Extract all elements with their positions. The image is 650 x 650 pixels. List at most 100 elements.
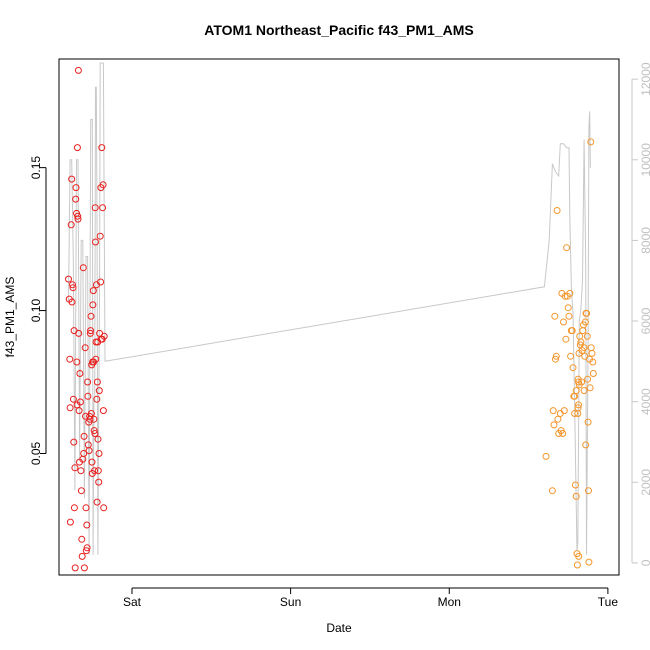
data-point bbox=[74, 66, 82, 74]
x-tick-label: Tue bbox=[598, 595, 619, 609]
data-point bbox=[95, 450, 103, 457]
data-point bbox=[572, 387, 580, 395]
data-point bbox=[91, 467, 98, 475]
data-point bbox=[67, 221, 75, 229]
data-point bbox=[69, 395, 77, 403]
data-point bbox=[563, 244, 571, 252]
data-point bbox=[575, 381, 583, 389]
data-point bbox=[89, 287, 97, 295]
data-point bbox=[95, 387, 103, 395]
data-point bbox=[554, 415, 562, 423]
data-point bbox=[93, 378, 101, 386]
data-point bbox=[66, 404, 74, 412]
data-point bbox=[81, 344, 89, 352]
data-point bbox=[100, 504, 108, 512]
data-point bbox=[571, 410, 579, 417]
data-point bbox=[83, 521, 91, 529]
data-point bbox=[69, 284, 77, 292]
data-point bbox=[89, 301, 97, 309]
data-point bbox=[575, 378, 582, 386]
data-point bbox=[568, 327, 576, 335]
data-point bbox=[87, 327, 95, 335]
data-point bbox=[73, 358, 81, 366]
data-point bbox=[584, 375, 592, 383]
data-point bbox=[74, 212, 82, 220]
data-point bbox=[572, 492, 580, 500]
data-point bbox=[83, 544, 91, 552]
y-axis: 0.05 0.10 0.15 bbox=[29, 156, 47, 465]
data-point bbox=[575, 401, 582, 409]
data-point bbox=[551, 312, 559, 320]
data-point bbox=[564, 304, 572, 312]
data-point bbox=[585, 558, 593, 566]
data-point bbox=[84, 392, 92, 400]
data-point bbox=[552, 355, 559, 363]
y-tick-label: 0.10 bbox=[29, 299, 43, 323]
data-point bbox=[560, 318, 567, 326]
data-point bbox=[77, 487, 85, 495]
data-point bbox=[65, 275, 72, 283]
data-point bbox=[586, 384, 594, 392]
x-axis-label: Date bbox=[326, 621, 352, 635]
data-point bbox=[93, 395, 101, 403]
data-point bbox=[88, 458, 96, 466]
data-point bbox=[582, 441, 590, 449]
data-point bbox=[69, 281, 76, 289]
data-point bbox=[94, 467, 102, 475]
data-point bbox=[75, 407, 83, 415]
data-point bbox=[79, 264, 87, 272]
data-point bbox=[574, 410, 582, 417]
data-point bbox=[82, 547, 90, 555]
data-point bbox=[588, 349, 596, 357]
data-point bbox=[92, 355, 100, 363]
data-point bbox=[84, 378, 92, 386]
data-point bbox=[542, 452, 550, 460]
data-point bbox=[567, 352, 575, 360]
data-point bbox=[585, 487, 592, 495]
data-point bbox=[584, 418, 592, 426]
data-point bbox=[560, 407, 568, 415]
data-point bbox=[562, 335, 570, 343]
data-point bbox=[587, 138, 595, 146]
data-point bbox=[566, 289, 574, 297]
x-tick-label: Sat bbox=[123, 595, 142, 609]
data-point bbox=[78, 535, 86, 543]
data-point bbox=[68, 298, 76, 306]
data-point bbox=[559, 430, 567, 437]
data-point bbox=[92, 238, 99, 246]
data-point bbox=[98, 144, 106, 152]
data-point bbox=[94, 435, 102, 443]
data-point bbox=[550, 421, 558, 429]
data-point bbox=[76, 398, 84, 406]
x-tick-label: Sun bbox=[280, 595, 301, 609]
data-point bbox=[90, 415, 98, 423]
data-point bbox=[552, 352, 560, 360]
data-point bbox=[71, 464, 79, 472]
data-point bbox=[73, 144, 81, 152]
data-point bbox=[80, 564, 88, 572]
data-point bbox=[95, 478, 103, 486]
data-point bbox=[90, 427, 98, 435]
data-point bbox=[589, 370, 597, 377]
data-point bbox=[87, 410, 95, 417]
data-point bbox=[66, 355, 74, 363]
data-point bbox=[553, 207, 561, 214]
scatter-points bbox=[65, 66, 597, 572]
data-point bbox=[97, 278, 105, 286]
data-point bbox=[565, 312, 573, 320]
data-point bbox=[75, 329, 83, 337]
data-point bbox=[87, 312, 95, 320]
data-point bbox=[72, 195, 80, 203]
data-point bbox=[66, 518, 74, 526]
data-point bbox=[85, 447, 93, 455]
data-point bbox=[74, 215, 82, 223]
data-point bbox=[575, 552, 583, 560]
data-point bbox=[573, 561, 581, 569]
data-point bbox=[589, 358, 597, 366]
chart-title: ATOM1 Northeast_Pacific f43_PM1_AMS bbox=[204, 22, 473, 38]
data-point bbox=[93, 498, 101, 506]
data-point bbox=[86, 329, 94, 337]
data-point bbox=[548, 487, 556, 495]
data-point bbox=[78, 552, 86, 560]
